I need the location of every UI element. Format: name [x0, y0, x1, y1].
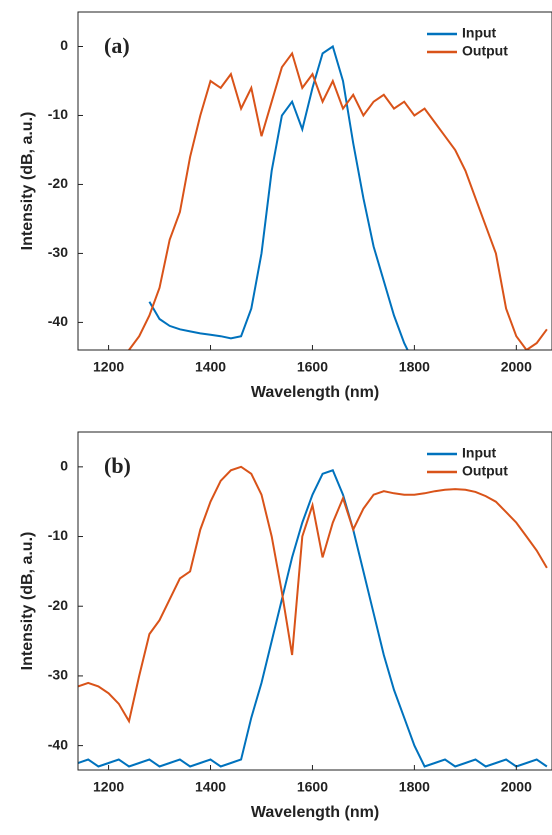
y-tick-label: -30: [48, 244, 68, 260]
y-tick-label: -30: [48, 667, 68, 683]
y-axis-label: Intensity (dB, a.u.): [19, 532, 36, 671]
x-tick-label: 1600: [297, 359, 328, 375]
data-line: [127, 51, 548, 350]
y-tick-label: -40: [48, 736, 68, 752]
x-tick-label: 2000: [501, 779, 532, 795]
legend-label: Output: [462, 463, 508, 479]
x-tick-label: 1800: [399, 359, 430, 375]
x-tick-label: 1200: [93, 359, 124, 375]
axes-box: [77, 431, 552, 771]
y-tick-label: -40: [48, 313, 68, 329]
y-tick-label: 0: [60, 37, 68, 53]
x-tick-label: 1800: [399, 779, 430, 795]
y-tick-label: -20: [48, 175, 68, 191]
x-axis-label: Wavelength (nm): [251, 804, 379, 821]
legend-label: Input: [462, 25, 497, 41]
y-tick-label: -10: [48, 527, 68, 543]
legend-label: Output: [462, 43, 508, 59]
data-line: [148, 44, 409, 350]
x-tick-label: 2000: [501, 359, 532, 375]
data-line: [78, 469, 548, 768]
x-tick-label: 1400: [195, 359, 226, 375]
x-axis-label: Wavelength (nm): [251, 384, 379, 401]
y-tick-label: -20: [48, 597, 68, 613]
legend-label: Input: [462, 445, 497, 461]
x-tick-label: 1600: [297, 779, 328, 795]
panel-label: (a): [104, 33, 130, 58]
panel-label: (b): [104, 453, 131, 478]
y-tick-label: 0: [60, 458, 68, 474]
x-tick-label: 1200: [93, 779, 124, 795]
y-tick-label: -10: [48, 106, 68, 122]
x-tick-label: 1400: [195, 779, 226, 795]
y-axis-label: Intensity (dB, a.u.): [19, 112, 36, 251]
axes-box: [77, 11, 552, 351]
data-line: [78, 465, 548, 724]
